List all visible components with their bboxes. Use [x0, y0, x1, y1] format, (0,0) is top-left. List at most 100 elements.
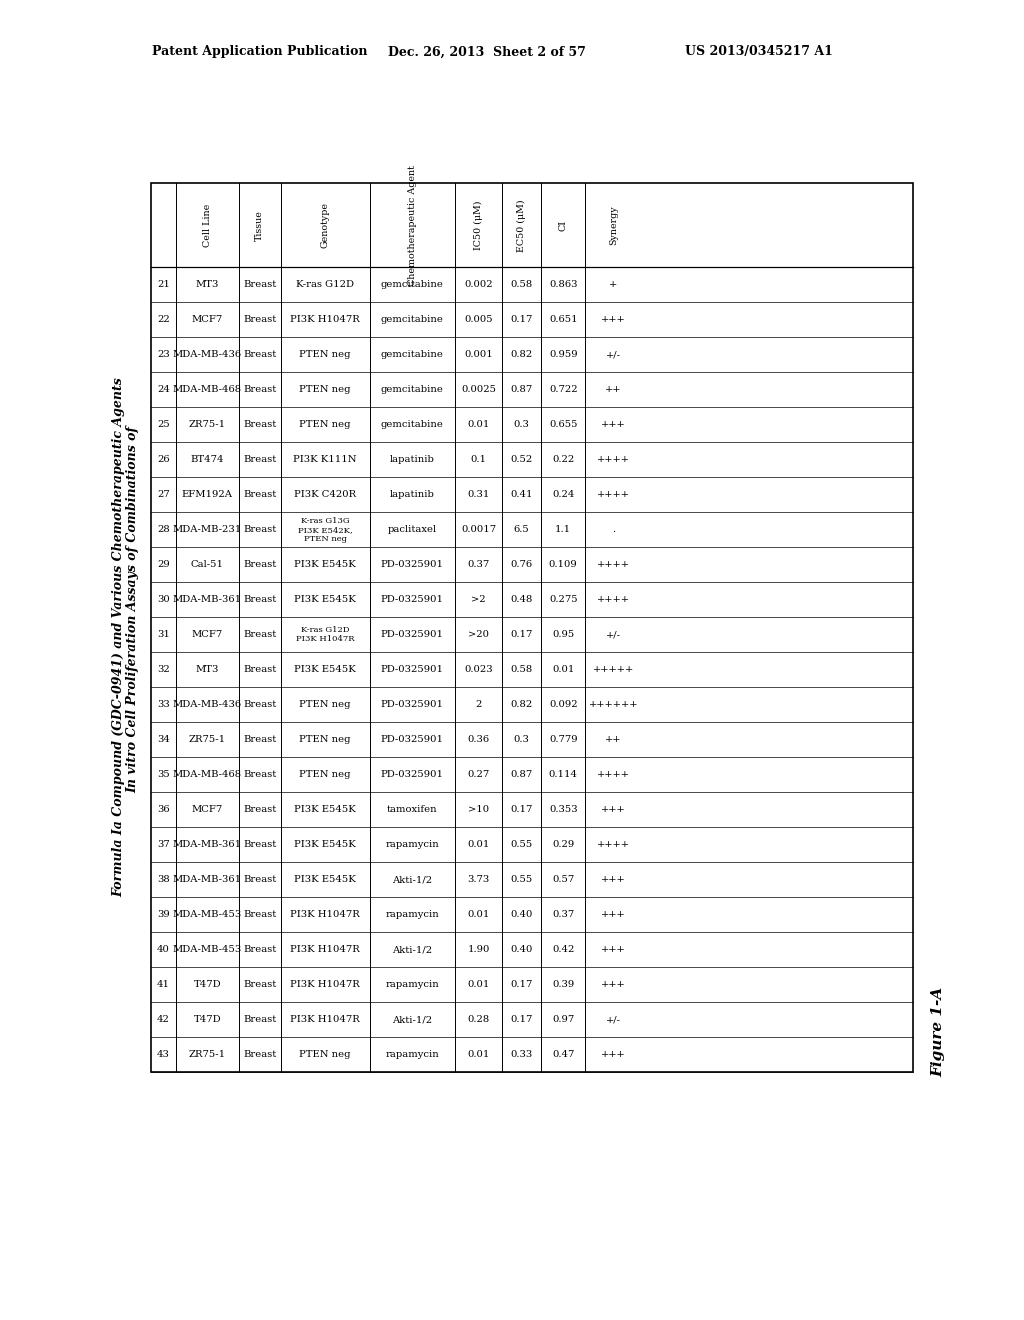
Text: MCF7: MCF7 [191, 805, 223, 814]
Text: PTEN neg: PTEN neg [299, 735, 351, 744]
Text: 0.01: 0.01 [468, 420, 489, 429]
Text: Breast: Breast [243, 630, 276, 639]
Text: 0.01: 0.01 [468, 909, 489, 919]
Text: Breast: Breast [243, 805, 276, 814]
Text: Chemotherapeutic Agent: Chemotherapeutic Agent [408, 165, 417, 285]
Text: Cal-51: Cal-51 [190, 560, 224, 569]
Text: ZR75-1: ZR75-1 [188, 1049, 226, 1059]
Text: 31: 31 [157, 630, 170, 639]
Text: 2: 2 [475, 700, 482, 709]
Text: MDA-MB-468: MDA-MB-468 [173, 770, 242, 779]
Text: 0.0025: 0.0025 [461, 385, 497, 395]
Text: 38: 38 [158, 875, 170, 884]
Text: 0.76: 0.76 [511, 560, 532, 569]
Text: ++++: ++++ [597, 560, 630, 569]
Text: Breast: Breast [243, 1015, 276, 1024]
Text: 22: 22 [158, 315, 170, 325]
Text: ++++: ++++ [597, 770, 630, 779]
Text: Breast: Breast [243, 525, 276, 535]
Text: +/-: +/- [606, 350, 621, 359]
Text: 0.33: 0.33 [511, 1049, 532, 1059]
Text: Breast: Breast [243, 735, 276, 744]
Text: MT3: MT3 [196, 280, 219, 289]
Text: 34: 34 [157, 735, 170, 744]
Text: Akti-1/2: Akti-1/2 [392, 1015, 432, 1024]
Text: Breast: Breast [243, 280, 276, 289]
Text: 0.40: 0.40 [511, 909, 532, 919]
Text: Patent Application Publication: Patent Application Publication [152, 45, 368, 58]
Text: 0.87: 0.87 [511, 385, 532, 395]
Text: Breast: Breast [243, 979, 276, 989]
Text: 0.22: 0.22 [552, 455, 574, 465]
Text: 0.29: 0.29 [552, 840, 574, 849]
Text: 36: 36 [158, 805, 170, 814]
Text: Akti-1/2: Akti-1/2 [392, 945, 432, 954]
Text: Breast: Breast [243, 595, 276, 605]
Text: 0.17: 0.17 [511, 979, 532, 989]
Text: 0.651: 0.651 [549, 315, 578, 325]
Text: 0.0017: 0.0017 [461, 525, 497, 535]
Text: 27: 27 [158, 490, 170, 499]
Text: K-ras G13G
PI3K E542K,
PTEN neg: K-ras G13G PI3K E542K, PTEN neg [298, 517, 352, 543]
Text: 1.1: 1.1 [555, 525, 571, 535]
Text: 0.58: 0.58 [511, 280, 532, 289]
Text: 0.3: 0.3 [514, 420, 529, 429]
Text: T47D: T47D [194, 979, 221, 989]
Text: PD-0325901: PD-0325901 [381, 560, 443, 569]
Text: Breast: Breast [243, 840, 276, 849]
Text: 0.58: 0.58 [511, 665, 532, 675]
Text: CI: CI [559, 219, 567, 231]
Text: 37: 37 [158, 840, 170, 849]
Text: MDA-MB-468: MDA-MB-468 [173, 385, 242, 395]
Text: 0.17: 0.17 [511, 315, 532, 325]
Text: Tissue: Tissue [255, 210, 264, 240]
Text: PI3K E545K: PI3K E545K [294, 805, 356, 814]
Text: 0.37: 0.37 [552, 909, 574, 919]
Text: 0.023: 0.023 [464, 665, 493, 675]
Text: Breast: Breast [243, 385, 276, 395]
Text: 33: 33 [158, 700, 170, 709]
Text: PD-0325901: PD-0325901 [381, 665, 443, 675]
Text: 0.40: 0.40 [511, 945, 532, 954]
Text: 6.5: 6.5 [514, 525, 529, 535]
Text: Cell Line: Cell Line [203, 203, 212, 247]
Text: 25: 25 [158, 420, 170, 429]
Text: +++: +++ [601, 875, 626, 884]
Text: 0.005: 0.005 [464, 315, 493, 325]
Text: PI3K C420R: PI3K C420R [294, 490, 356, 499]
Text: PI3K H1047R: PI3K H1047R [290, 945, 360, 954]
Text: Genotype: Genotype [321, 202, 330, 248]
Text: Breast: Breast [243, 455, 276, 465]
Text: EFM192A: EFM192A [182, 490, 232, 499]
Text: IC50 (μM): IC50 (μM) [474, 201, 483, 249]
Text: Dec. 26, 2013  Sheet 2 of 57: Dec. 26, 2013 Sheet 2 of 57 [388, 45, 586, 58]
Text: Synergy: Synergy [609, 206, 618, 246]
Text: MDA-MB-361: MDA-MB-361 [173, 595, 242, 605]
Text: 0.36: 0.36 [468, 735, 489, 744]
Text: MDA-MB-453: MDA-MB-453 [173, 909, 242, 919]
Text: 32: 32 [158, 665, 170, 675]
Text: rapamycin: rapamycin [385, 840, 439, 849]
Text: PI3K E545K: PI3K E545K [294, 840, 356, 849]
Text: 0.55: 0.55 [511, 840, 532, 849]
Text: 0.55: 0.55 [511, 875, 532, 884]
Text: Breast: Breast [243, 350, 276, 359]
Text: +++: +++ [601, 979, 626, 989]
Text: rapamycin: rapamycin [385, 1049, 439, 1059]
Text: 0.17: 0.17 [511, 630, 532, 639]
Text: 0.97: 0.97 [552, 1015, 574, 1024]
Text: 0.01: 0.01 [468, 1049, 489, 1059]
Text: 3.73: 3.73 [468, 875, 489, 884]
Text: MDA-MB-436: MDA-MB-436 [173, 700, 242, 709]
Text: 0.109: 0.109 [549, 560, 578, 569]
Text: lapatinib: lapatinib [390, 490, 435, 499]
Text: +++: +++ [601, 315, 626, 325]
Text: +: + [609, 280, 617, 289]
Text: 30: 30 [158, 595, 170, 605]
Text: 0.01: 0.01 [468, 979, 489, 989]
Text: .: . [612, 525, 615, 535]
Text: K-ras G12D: K-ras G12D [296, 280, 354, 289]
Text: PI3K E545K: PI3K E545K [294, 665, 356, 675]
Text: +/-: +/- [606, 1015, 621, 1024]
Text: Breast: Breast [243, 1049, 276, 1059]
